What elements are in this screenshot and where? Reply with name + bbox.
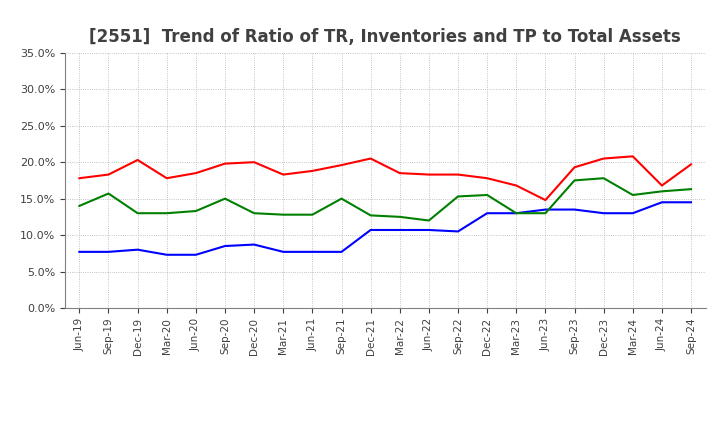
- Inventories: [395, 227, 404, 233]
- Line: Trade Receivables: Trade Receivables: [79, 156, 691, 200]
- Trade Payables: [629, 192, 637, 198]
- Trade Payables: [687, 187, 696, 192]
- Inventories: [104, 249, 113, 254]
- Trade Payables: [366, 213, 375, 218]
- Inventories: [687, 200, 696, 205]
- Inventories: [163, 252, 171, 257]
- Trade Payables: [599, 176, 608, 181]
- Trade Payables: [75, 203, 84, 209]
- Trade Payables: [220, 196, 229, 201]
- Inventories: [599, 211, 608, 216]
- Trade Payables: [163, 211, 171, 216]
- Inventories: [337, 249, 346, 254]
- Trade Receivables: [366, 156, 375, 161]
- Inventories: [75, 249, 84, 254]
- Trade Receivables: [657, 183, 666, 188]
- Trade Receivables: [163, 176, 171, 181]
- Trade Receivables: [570, 165, 579, 170]
- Trade Payables: [512, 211, 521, 216]
- Inventories: [192, 252, 200, 257]
- Trade Receivables: [483, 176, 492, 181]
- Line: Trade Payables: Trade Payables: [79, 178, 691, 220]
- Trade Receivables: [541, 198, 550, 203]
- Trade Receivables: [250, 160, 258, 165]
- Inventories: [250, 242, 258, 247]
- Trade Payables: [541, 211, 550, 216]
- Trade Payables: [657, 189, 666, 194]
- Inventories: [541, 207, 550, 212]
- Trade Payables: [395, 214, 404, 220]
- Trade Payables: [133, 211, 142, 216]
- Trade Receivables: [395, 170, 404, 176]
- Trade Receivables: [133, 158, 142, 163]
- Line: Inventories: Inventories: [79, 202, 691, 255]
- Trade Receivables: [687, 162, 696, 167]
- Trade Receivables: [512, 183, 521, 188]
- Trade Receivables: [337, 162, 346, 168]
- Trade Payables: [192, 209, 200, 214]
- Inventories: [220, 243, 229, 249]
- Trade Receivables: [425, 172, 433, 177]
- Inventories: [308, 249, 317, 254]
- Inventories: [454, 229, 462, 234]
- Trade Payables: [250, 211, 258, 216]
- Trade Receivables: [192, 170, 200, 176]
- Trade Receivables: [220, 161, 229, 166]
- Trade Payables: [483, 192, 492, 198]
- Title: [2551]  Trend of Ratio of TR, Inventories and TP to Total Assets: [2551] Trend of Ratio of TR, Inventories…: [89, 28, 681, 46]
- Trade Receivables: [75, 176, 84, 181]
- Trade Payables: [570, 178, 579, 183]
- Inventories: [279, 249, 287, 254]
- Trade Receivables: [599, 156, 608, 161]
- Trade Payables: [104, 191, 113, 196]
- Trade Receivables: [454, 172, 462, 177]
- Trade Receivables: [629, 154, 637, 159]
- Inventories: [483, 211, 492, 216]
- Inventories: [425, 227, 433, 233]
- Trade Payables: [454, 194, 462, 199]
- Trade Payables: [425, 218, 433, 223]
- Trade Receivables: [308, 168, 317, 173]
- Trade Payables: [337, 196, 346, 201]
- Inventories: [570, 207, 579, 212]
- Trade Payables: [308, 212, 317, 217]
- Trade Payables: [279, 212, 287, 217]
- Inventories: [657, 200, 666, 205]
- Trade Receivables: [104, 172, 113, 177]
- Inventories: [512, 211, 521, 216]
- Inventories: [366, 227, 375, 233]
- Inventories: [133, 247, 142, 252]
- Trade Receivables: [279, 172, 287, 177]
- Inventories: [629, 211, 637, 216]
